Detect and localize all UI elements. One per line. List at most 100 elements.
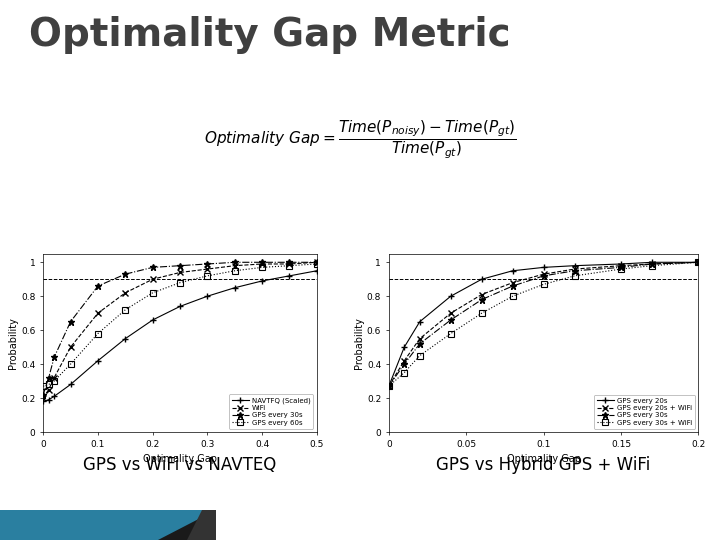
GPS every 30s: [539, 273, 548, 279]
GPS every 30s: [648, 261, 657, 267]
GPS every 30s + WiFi: [570, 273, 579, 279]
GPS every 60s: [258, 264, 266, 271]
GPS every 30s: [94, 283, 102, 289]
GPS every 60s: [203, 273, 212, 279]
GPS every 30s: [415, 341, 424, 347]
GPS every 30s + WiFi: [508, 293, 517, 300]
GPS every 20s: [508, 267, 517, 274]
Line: GPS every 60s: GPS every 60s: [40, 261, 320, 389]
X-axis label: Optimality Gap: Optimality Gap: [143, 454, 217, 464]
NAVTFQ (Scaled): [94, 357, 102, 364]
GPS every 30s: [45, 374, 53, 381]
GPS every 30s: [312, 259, 321, 266]
NAVTFQ (Scaled): [148, 317, 157, 323]
GPS every 20s + WiFi: [477, 291, 486, 298]
GPS every 20s: [400, 344, 409, 350]
Line: GPS every 20s: GPS every 20s: [385, 259, 702, 390]
GPS every 30s + WiFi: [539, 281, 548, 288]
GPS every 20s + WiFi: [616, 262, 625, 269]
NAVTFQ (Scaled): [230, 285, 239, 291]
Text: $\mathit{Optimality\ Gap} = \dfrac{\mathit{Time}(P_{noisy}) - \mathit{Time}(P_{g: $\mathit{Optimality\ Gap} = \dfrac{\math…: [204, 119, 516, 161]
NAVTFQ (Scaled): [176, 303, 184, 309]
GPS every 20s + WiFi: [694, 259, 703, 266]
Line: GPS every 20s + WiFi: GPS every 20s + WiFi: [386, 260, 701, 389]
GPS every 30s: [39, 392, 48, 398]
GPS every 20s: [648, 259, 657, 266]
Polygon shape: [187, 510, 216, 540]
WiFi: [50, 374, 58, 381]
GPS every 30s: [121, 271, 130, 278]
WiFi: [45, 386, 53, 393]
Line: GPS every 30s + WiFi: GPS every 30s + WiFi: [386, 260, 701, 389]
GPS every 30s: [148, 264, 157, 271]
GPS every 20s: [616, 261, 625, 267]
Y-axis label: Probability: Probability: [354, 317, 364, 369]
GPS every 20s: [415, 319, 424, 325]
GPS every 30s: [477, 296, 486, 303]
GPS every 30s + WiFi: [384, 383, 393, 389]
GPS every 30s + WiFi: [616, 266, 625, 272]
GPS every 60s: [312, 261, 321, 267]
WiFi: [258, 261, 266, 267]
GPS every 30s: [258, 259, 266, 266]
X-axis label: Optimality Gap: Optimality Gap: [507, 454, 580, 464]
WiFi: [148, 276, 157, 282]
GPS every 30s + WiFi: [694, 259, 703, 266]
GPS every 20s + WiFi: [570, 266, 579, 272]
GPS every 30s: [203, 261, 212, 267]
Line: GPS every 30s: GPS every 30s: [40, 259, 320, 398]
NAVTFQ (Scaled): [285, 273, 294, 279]
GPS every 30s: [176, 262, 184, 269]
GPS every 20s + WiFi: [415, 335, 424, 342]
GPS every 30s: [50, 354, 58, 361]
GPS every 60s: [285, 262, 294, 269]
GPS every 60s: [50, 378, 58, 384]
GPS every 60s: [45, 381, 53, 388]
GPS every 30s: [400, 361, 409, 367]
WiFi: [230, 262, 239, 269]
GPS every 20s: [694, 259, 703, 266]
NAVTFQ (Scaled): [121, 335, 130, 342]
GPS every 20s: [539, 264, 548, 271]
Legend: GPS every 20s, GPS every 20s + WiFi, GPS every 30s, GPS every 30s + WiFi: GPS every 20s, GPS every 20s + WiFi, GPS…: [594, 395, 695, 429]
Bar: [0, 510, 216, 540]
GPS every 20s: [477, 276, 486, 282]
GPS every 30s: [285, 259, 294, 266]
NAVTFQ (Scaled): [50, 393, 58, 400]
GPS every 20s + WiFi: [539, 271, 548, 278]
NAVTFQ (Scaled): [45, 396, 53, 403]
WiFi: [203, 266, 212, 272]
GPS every 30s + WiFi: [400, 369, 409, 376]
GPS every 30s: [508, 283, 517, 289]
GPS every 20s + WiFi: [384, 383, 393, 389]
NAVTFQ (Scaled): [66, 381, 75, 388]
GPS every 30s: [66, 319, 75, 325]
GPS every 30s + WiFi: [648, 262, 657, 269]
GPS every 30s + WiFi: [415, 353, 424, 359]
Y-axis label: Probability: Probability: [9, 317, 19, 369]
GPS every 60s: [176, 279, 184, 286]
WiFi: [176, 269, 184, 276]
GPS every 60s: [94, 330, 102, 337]
GPS every 20s + WiFi: [508, 279, 517, 286]
Text: GPS vs Hybrid GPS + WiFi: GPS vs Hybrid GPS + WiFi: [436, 456, 651, 474]
NAVTFQ (Scaled): [312, 267, 321, 274]
GPS every 30s: [384, 383, 393, 389]
GPS every 30s: [570, 267, 579, 274]
GPS every 20s + WiFi: [648, 261, 657, 267]
GPS every 20s: [446, 293, 455, 300]
NAVTFQ (Scaled): [203, 293, 212, 300]
Line: GPS every 30s: GPS every 30s: [385, 259, 702, 390]
GPS every 20s: [570, 262, 579, 269]
GPS every 60s: [230, 267, 239, 274]
GPS every 20s: [384, 383, 393, 389]
GPS every 20s + WiFi: [446, 310, 455, 316]
Line: NAVTFQ (Scaled): NAVTFQ (Scaled): [40, 267, 320, 405]
GPS every 60s: [148, 289, 157, 296]
GPS every 30s: [616, 264, 625, 271]
GPS every 60s: [39, 383, 48, 389]
GPS every 30s: [694, 259, 703, 266]
NAVTFQ (Scaled): [258, 278, 266, 284]
GPS every 30s + WiFi: [477, 310, 486, 316]
WiFi: [66, 344, 75, 350]
